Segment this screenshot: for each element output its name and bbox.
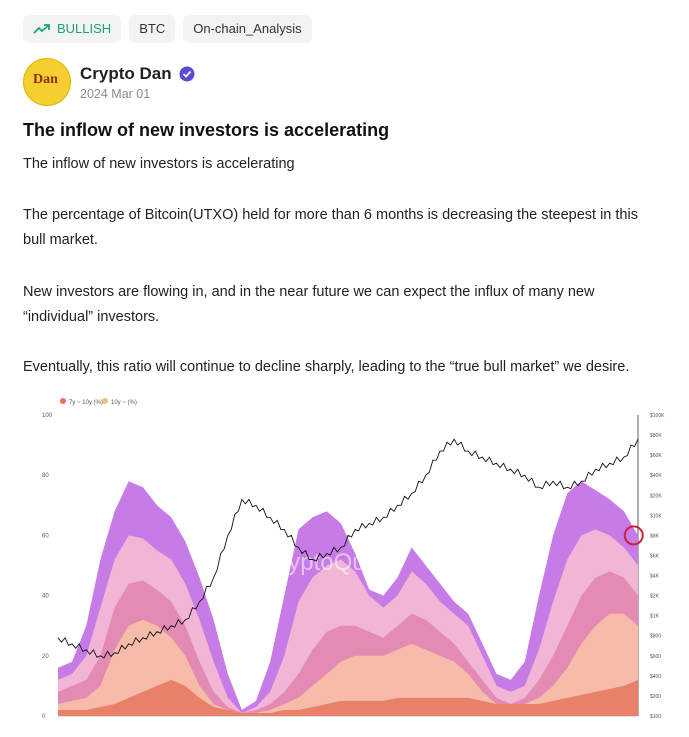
- tag-label: BULLISH: [57, 21, 112, 36]
- y-right-tick-label: $200: [650, 694, 661, 700]
- author-meta: Crypto Dan 2024 Mar 01: [80, 64, 195, 101]
- post-paragraph: The percentage of Bitcoin(UTXO) held for…: [23, 207, 638, 248]
- y-right-tick-label: $100K: [650, 413, 665, 419]
- y-right-tick-label: $1K: [650, 614, 660, 620]
- y-left-tick-label: 100: [42, 413, 53, 419]
- post-title: The inflow of new investors is accelerat…: [23, 120, 390, 140]
- area-series: [58, 571, 638, 716]
- post-paragraph: New investors are flowing in, and in the…: [23, 284, 595, 325]
- y-left-tick-label: 40: [42, 594, 49, 600]
- legend-swatch: [60, 398, 66, 404]
- legend-entry: 7y ~ 10y (%): [69, 400, 103, 406]
- area-series: [58, 679, 638, 716]
- price-line: [57, 438, 639, 659]
- y-right-tick-label: $60K: [650, 453, 662, 459]
- tag-onchain-analysis[interactable]: On-chain_Analysis: [183, 15, 312, 43]
- avatar[interactable]: Dan: [23, 58, 71, 106]
- avatar-logo-text: Dan: [33, 72, 58, 87]
- y-right-tick-label: $100: [650, 714, 661, 720]
- y-right-tick-label: $800: [650, 634, 661, 640]
- hodl-waves-chart: 7y ~ 10y (%) 10y ~ (%) 0 20 40 60 80 100 $100K $…: [36, 385, 666, 722]
- y-left-tick-label: 80: [42, 473, 49, 479]
- verified-badge-icon: [179, 66, 195, 81]
- legend-entry: 10y ~ (%): [111, 400, 137, 406]
- tag-list: BULLISH BTC On-chain_Analysis: [23, 15, 312, 43]
- y-right-tick-label: $6K: [650, 553, 660, 559]
- legend-swatch: [102, 398, 108, 404]
- post-date: 2024 Mar 01: [80, 86, 151, 101]
- y-left-tick-label: 60: [42, 533, 49, 539]
- y-right-tick-label: $8K: [650, 533, 660, 539]
- y-right-tick-label: $400: [650, 674, 661, 680]
- y-right-tick-label: $40K: [650, 473, 662, 479]
- trending-up-icon: [33, 24, 50, 34]
- author-name-row: Crypto Dan: [80, 64, 195, 84]
- highlight-marker: [623, 525, 644, 546]
- post-paragraph: Eventually, this ratio will continue to …: [23, 359, 630, 375]
- y-left-tick-label: 20: [42, 654, 49, 660]
- y-right-tick-label: $80K: [650, 433, 662, 439]
- y-right-tick-label: $4K: [650, 574, 660, 580]
- tag-label: BTC: [139, 21, 166, 36]
- author-block: Dan Crypto Dan 2024 Mar 01: [23, 58, 195, 106]
- author-name[interactable]: Crypto Dan: [80, 63, 172, 83]
- y-left-tick-label: 0: [42, 714, 46, 720]
- tag-label: On-chain_Analysis: [193, 21, 302, 36]
- post-paragraph: The inflow of new investors is accelerat…: [23, 156, 295, 172]
- area-series: [58, 613, 638, 716]
- y-right-tick-label: $10K: [650, 513, 662, 519]
- y-right-tick-label: $600: [650, 654, 661, 660]
- y-right-tick-label: $2K: [650, 594, 660, 600]
- tag-btc[interactable]: BTC: [129, 15, 176, 43]
- y-right-tick-label: $20K: [650, 493, 662, 499]
- tag-bullish[interactable]: BULLISH: [23, 15, 122, 43]
